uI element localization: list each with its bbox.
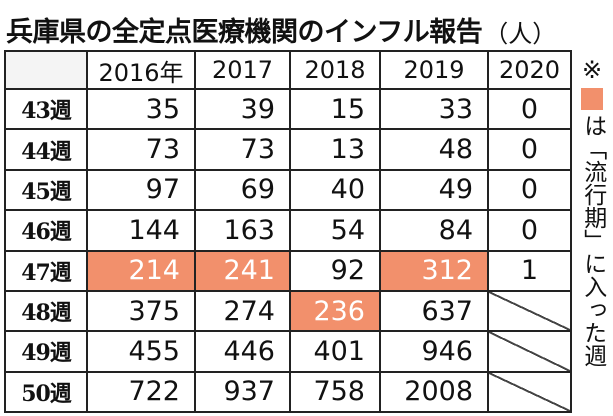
row-header-week: 43週 [4,87,88,131]
epidemic-start-cell: 312 [379,249,489,292]
value-cell: 637 [379,289,489,333]
value-cell: 92 [289,249,381,292]
value-cell: 69 [194,168,291,212]
value-cell: 39 [194,87,291,131]
table-row: 49週 455 446 401 946 [4,330,572,373]
empty-cell [487,370,572,414]
value-cell: 946 [379,330,489,373]
value-cell: 375 [86,289,196,333]
flu-report-table: 2016年 2017 2018 2019 2020 43週 35 39 15 33 0 44… [4,50,572,414]
table-header-row: 2016年 2017 2018 2019 2020 [4,50,572,90]
row-header-week: 49週 [4,330,88,373]
value-cell: 35 [86,87,196,131]
value-cell: 0 [487,128,572,171]
table-row: 47週 214 241 92 312 1 [4,249,572,292]
value-cell: 49 [379,168,489,212]
row-header-week: 50週 [4,370,88,414]
value-cell: 722 [86,370,196,414]
value-cell: 73 [194,128,291,171]
table-row: 43週 35 39 15 33 0 [4,87,572,131]
value-cell: 446 [194,330,291,373]
row-header-week: 47週 [4,249,88,292]
title-unit: （人） [484,20,557,48]
row-header-week: 45週 [4,168,88,212]
value-cell: 0 [487,168,572,212]
value-cell: 48 [379,128,489,171]
title-main: 兵庫県の全定点医療機関のインフル報告 [6,17,483,48]
value-cell: 401 [289,330,381,373]
value-cell: 0 [487,87,572,131]
column-header-2020: 2020 [487,50,572,90]
value-cell: 2008 [379,370,489,414]
legend-note: ※ は「流行期」に入った週 [576,58,608,414]
column-header-2019: 2019 [379,50,489,90]
value-cell: 937 [194,370,291,414]
empty-cell [487,289,572,333]
empty-cell [487,330,572,373]
value-cell: 455 [86,330,196,373]
value-cell: 1 [487,249,572,292]
note-mark: ※ [581,56,603,84]
value-cell: 0 [487,209,572,252]
value-cell: 274 [194,289,291,333]
column-header-2017: 2017 [194,50,291,90]
value-cell: 73 [86,128,196,171]
value-cell: 15 [289,87,381,131]
row-header-week: 48週 [4,289,88,333]
value-cell: 33 [379,87,489,131]
table-corner-cell [4,50,88,90]
table-row: 44週 73 73 13 48 0 [4,128,572,171]
epidemic-start-cell: 236 [289,289,381,333]
value-cell: 758 [289,370,381,414]
table-row: 50週 722 937 758 2008 [4,370,572,414]
table-row: 45週 97 69 40 49 0 [4,168,572,212]
value-cell: 84 [379,209,489,252]
epidemic-start-cell: 214 [86,249,196,292]
note-text: は「流行期」に入った週 [579,114,606,368]
row-header-week: 46週 [4,209,88,252]
row-header-week: 44週 [4,128,88,171]
table-row: 48週 375 274 236 637 [4,289,572,333]
page-title: 兵庫県の全定点医療機関のインフル報告 （人） [6,6,608,46]
table-row: 46週 144 163 54 84 0 [4,209,572,252]
value-cell: 40 [289,168,381,212]
value-cell: 54 [289,209,381,252]
column-header-2016: 2016年 [86,50,196,90]
epidemic-color-swatch [581,88,603,111]
value-cell: 13 [289,128,381,171]
value-cell: 97 [86,168,196,212]
value-cell: 144 [86,209,196,252]
value-cell: 163 [194,209,291,252]
column-header-2018: 2018 [289,50,381,90]
epidemic-start-cell: 241 [194,249,291,292]
